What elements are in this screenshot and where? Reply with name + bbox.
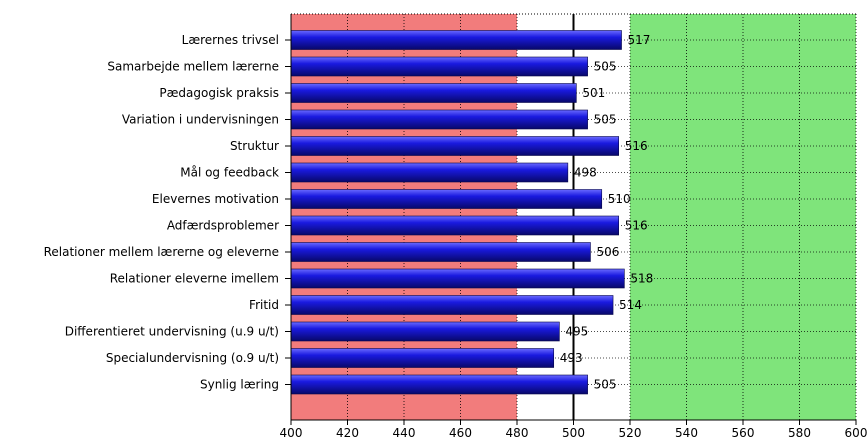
category-label-4: Struktur — [230, 139, 279, 153]
x-tick-label-500: 500 — [562, 426, 585, 440]
x-tick-label-540: 540 — [675, 426, 698, 440]
axes-layer: 400 420 440 460 480 500 520 540 560 580 600 — [280, 14, 868, 440]
category-label-9: Relationer eleverne imellem — [110, 272, 279, 286]
x-tick-label-420: 420 — [336, 426, 359, 440]
x-tick-label-480: 480 — [506, 426, 529, 440]
bar-7 — [290, 215, 620, 236]
labels-layer: 517 Lærernes trivsel 505 Samarbejde mellem … — [44, 33, 654, 392]
bar-0 — [290, 30, 622, 50]
value-label-4: 516 — [625, 139, 648, 153]
bar-1 — [290, 56, 588, 77]
value-label-6: 510 — [608, 192, 631, 206]
bar-11 — [290, 321, 560, 342]
x-tick-label-440: 440 — [393, 426, 416, 440]
bar-8 — [290, 242, 591, 262]
value-label-1: 505 — [594, 60, 617, 74]
value-label-5: 498 — [574, 166, 597, 180]
value-label-2: 501 — [582, 86, 605, 100]
category-label-1: Samarbejde mellem lærerne — [107, 60, 279, 74]
category-label-2: Pædagogisk praksis — [159, 86, 279, 100]
bar-2 — [290, 83, 577, 103]
value-label-12: 493 — [560, 351, 583, 365]
bar-13 — [290, 374, 588, 395]
value-label-7: 516 — [625, 219, 648, 233]
bar-9 — [290, 268, 625, 289]
bar-6 — [290, 189, 603, 209]
x-tick-label-460: 460 — [449, 426, 472, 440]
category-label-10: Fritid — [249, 298, 279, 312]
value-label-8: 506 — [596, 245, 619, 259]
category-label-5: Mål og feedback — [180, 166, 279, 180]
band-1 — [630, 14, 856, 420]
category-label-8: Relationer mellem lærerne og eleverne — [44, 245, 279, 259]
bar-3 — [290, 109, 588, 130]
x-tick-label-560: 560 — [732, 426, 755, 440]
category-label-13: Synlig læring — [200, 378, 279, 392]
x-tick-label-580: 580 — [788, 426, 811, 440]
value-label-10: 514 — [619, 298, 642, 312]
category-label-11: Differentieret undervisning (u.9 u/t) — [65, 325, 279, 339]
value-label-13: 505 — [594, 378, 617, 392]
category-label-0: Lærernes trivsel — [182, 33, 279, 47]
bar-5 — [290, 162, 569, 183]
bar-4 — [290, 136, 620, 156]
value-label-9: 518 — [630, 272, 653, 286]
x-tick-label-400: 400 — [280, 426, 303, 440]
value-label-11: 495 — [565, 325, 588, 339]
value-label-3: 505 — [594, 113, 617, 127]
x-tick-label-520: 520 — [619, 426, 642, 440]
category-label-12: Specialundervisning (o.9 u/t) — [106, 351, 279, 365]
value-label-0: 517 — [628, 33, 651, 47]
category-label-3: Variation i undervisningen — [122, 113, 279, 127]
category-label-6: Elevernes motivation — [152, 192, 279, 206]
category-label-7: Adfærdsproblemer — [167, 219, 279, 233]
x-tick-label-600: 600 — [845, 426, 868, 440]
bar-12 — [290, 348, 555, 368]
bar-10 — [290, 295, 614, 315]
